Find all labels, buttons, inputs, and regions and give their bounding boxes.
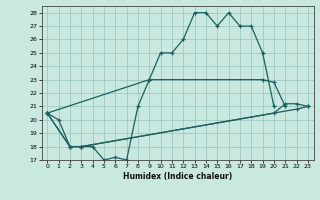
X-axis label: Humidex (Indice chaleur): Humidex (Indice chaleur) bbox=[123, 172, 232, 181]
